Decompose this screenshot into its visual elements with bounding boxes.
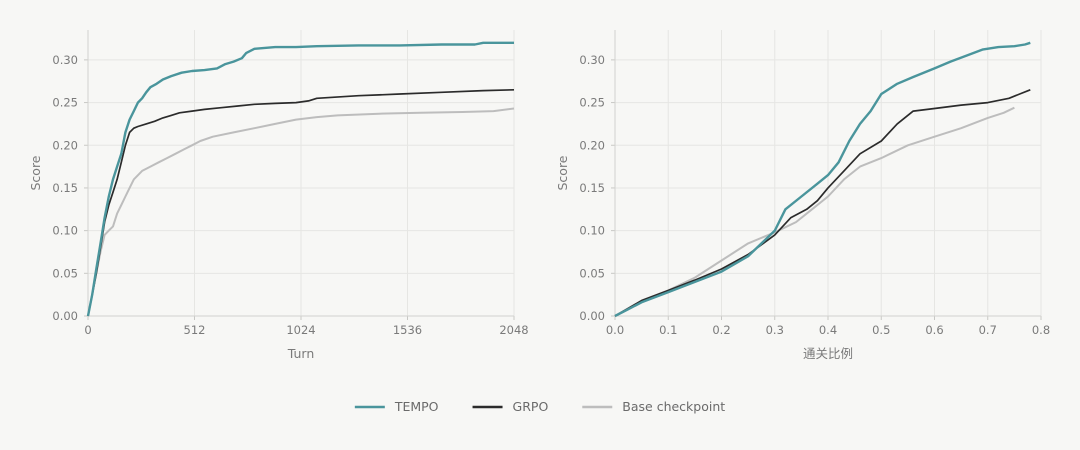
x-tick-label: 1024 [286,323,315,337]
y-tick-label: 0.10 [579,224,605,238]
x-tick-label: 1536 [393,323,422,337]
x-tick-label: 0.3 [766,323,784,337]
legend-label: GRPO [513,399,549,414]
series-line-grpo [87,88,515,317]
y-tick-label: 0.25 [52,96,78,110]
y-tick-label: 0.05 [579,266,605,280]
series-line-tempo [614,41,1031,318]
x-tick-label: 2048 [499,323,528,337]
x-axis-title: Turn [287,346,315,361]
x-tick-label: 0.4 [819,323,837,337]
x-tick-label: 0 [84,323,91,337]
y-tick-label: 0.15 [52,181,78,195]
y-tick-label: 0.20 [52,138,78,152]
x-tick-label: 0.2 [712,323,730,337]
legend: TEMPO GRPO Base checkpoint [354,399,725,414]
series-line-tempo [86,41,514,317]
y-axis-title: Score [555,155,570,190]
x-axis-title: 通关比例 [803,346,853,361]
x-tick-label: 0.0 [606,323,624,337]
series-line-base-checkpoint [614,106,1015,317]
chart-clear-ratio-vs-score: 0.0 0.1 0.2 0.3 0.4 0.5 0.6 0.7 0.8 0.00 0.05 0.10 0… [555,30,1050,361]
legend-label: TEMPO [394,399,439,414]
x-tick-label: 0.7 [979,323,997,337]
y-tick-label: 0.00 [52,309,78,323]
y-tick-label: 0.25 [579,96,605,110]
x-tick-label: 0.1 [659,323,677,337]
x-tick-label: 0.6 [925,323,943,337]
x-tick-label: 512 [184,323,206,337]
y-tick-label: 0.30 [52,53,78,67]
y-tick-label: 0.30 [579,53,605,67]
y-tick-label: 0.20 [579,138,605,152]
y-tick-label: 0.00 [579,309,605,323]
chart-turn-vs-score: 0 512 1024 1536 2048 0.00 0.05 0.10 0.15 0.20 0.25… [28,30,529,361]
series-line-base-checkpoint [87,107,515,317]
legend-label: Base checkpoint [622,399,725,414]
y-axis-title: Score [28,155,43,190]
y-tick-label: 0.05 [52,266,78,280]
x-tick-label: 0.5 [872,323,890,337]
y-tick-label: 0.10 [52,224,78,238]
series-line-grpo [614,89,1031,317]
y-tick-label: 0.15 [579,181,605,195]
x-tick-label: 0.8 [1032,323,1050,337]
